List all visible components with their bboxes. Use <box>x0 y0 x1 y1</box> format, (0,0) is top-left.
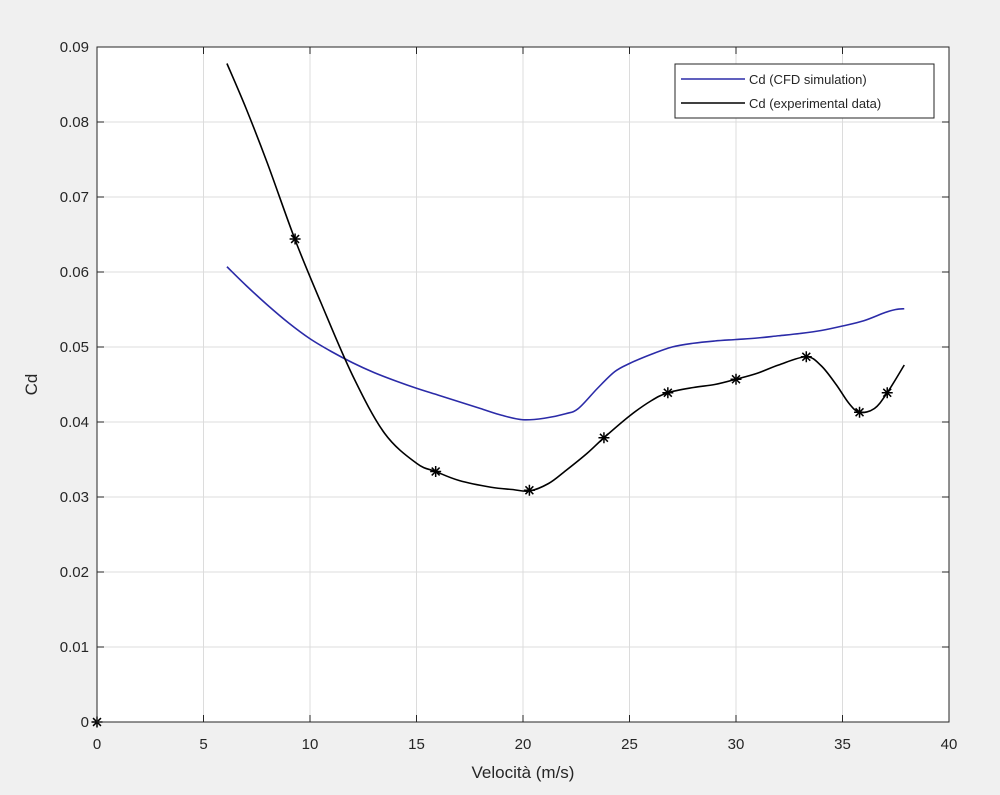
data-point-marker <box>854 406 866 418</box>
data-point-marker <box>800 351 812 363</box>
data-point-marker <box>289 233 301 245</box>
y-axis-ticks: 0 0.01 0.02 0.03 0.04 0.05 0.06 0.07 0.08 0.09 <box>60 39 949 731</box>
x-tick-label: 25 <box>621 736 638 753</box>
data-point-marker <box>598 432 610 444</box>
x-tick-label: 0 <box>93 736 101 753</box>
legend-label-cfd: Cd (CFD simulation) <box>749 72 867 87</box>
y-tick-label: 0.02 <box>60 564 89 581</box>
y-tick-label: 0.05 <box>60 339 89 356</box>
x-axis-title: Velocità (m/s) <box>472 763 575 782</box>
y-tick-label: 0.09 <box>60 39 89 56</box>
legend-box <box>674 63 935 119</box>
x-tick-label: 20 <box>515 736 532 753</box>
x-tick-label: 35 <box>834 736 851 753</box>
data-point-marker <box>662 387 674 399</box>
y-tick-label: 0.01 <box>60 639 89 656</box>
data-point-marker <box>881 387 893 399</box>
legend: Cd (CFD simulation) Cd (experimental dat… <box>674 63 935 119</box>
y-tick-label: 0.06 <box>60 264 89 281</box>
x-tick-label: 10 <box>302 736 319 753</box>
data-point-marker <box>730 373 742 385</box>
x-tick-label: 30 <box>728 736 745 753</box>
y-tick-label: 0.03 <box>60 489 89 506</box>
data-point-marker <box>430 466 442 477</box>
x-tick-label: 5 <box>199 736 207 753</box>
x-axis-ticks: 0 5 10 15 20 25 30 35 40 <box>93 47 958 753</box>
y-tick-label: 0 <box>81 714 89 731</box>
x-tick-label: 15 <box>408 736 425 753</box>
x-tick-label: 40 <box>941 736 958 753</box>
data-point-marker <box>523 484 535 496</box>
y-axis-title: Cd <box>22 374 41 396</box>
series-line-cfd <box>226 266 905 421</box>
legend-label-experimental: Cd (experimental data) <box>749 96 881 111</box>
y-tick-label: 0.07 <box>60 189 89 206</box>
y-tick-label: 0.04 <box>60 414 89 431</box>
y-tick-label: 0.08 <box>60 114 89 131</box>
series-layer <box>91 63 905 728</box>
